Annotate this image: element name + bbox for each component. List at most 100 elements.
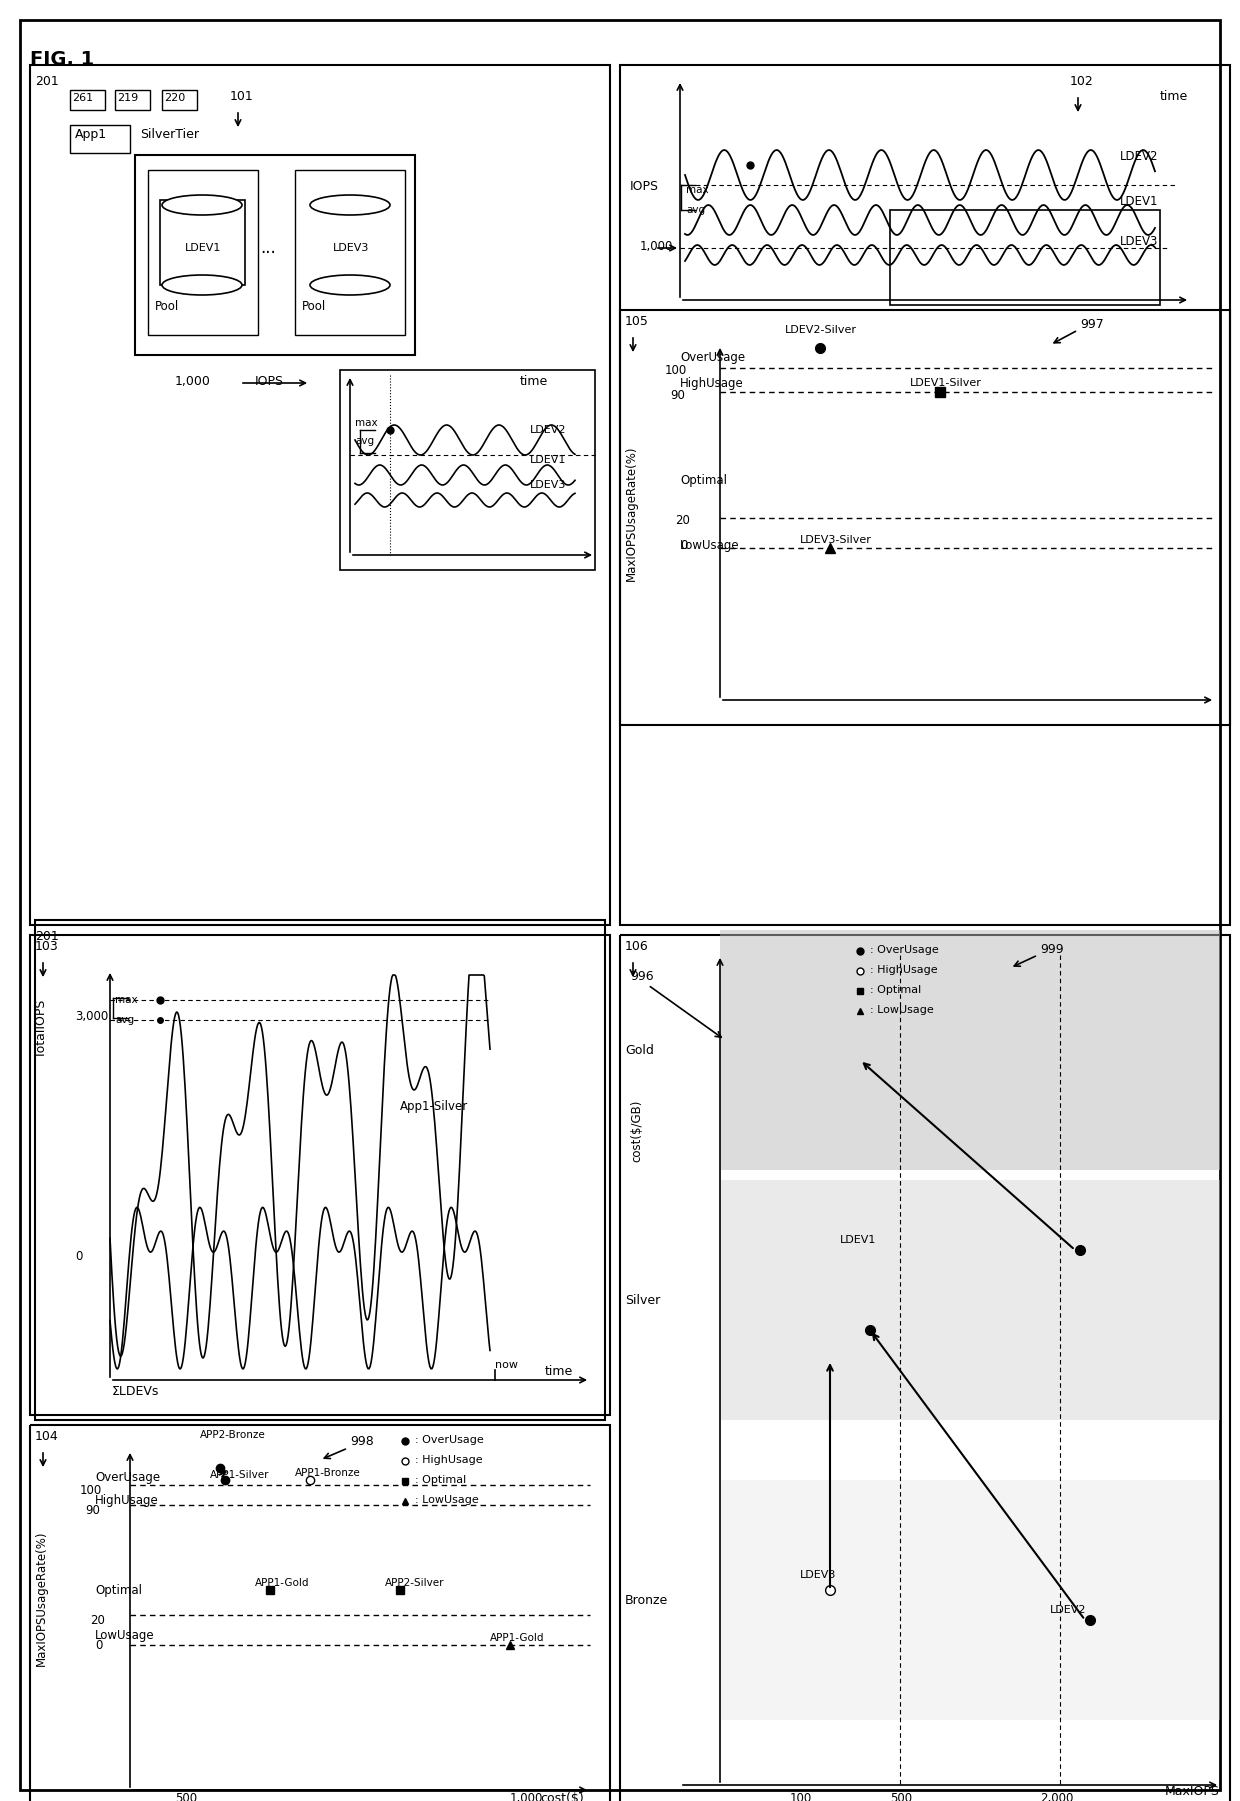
Text: LDEV2-Silver: LDEV2-Silver [785,324,857,335]
Bar [295,169,405,335]
Text: 90: 90 [86,1504,100,1516]
Ellipse shape [310,195,391,214]
Bar [162,90,197,110]
Bar [69,124,130,153]
Text: 500: 500 [175,1792,197,1801]
Text: App1-Silver: App1-Silver [401,1100,469,1113]
Text: 101: 101 [229,90,254,103]
Bar [160,200,246,285]
Bar [115,90,150,110]
Text: LDEV3: LDEV3 [1120,234,1158,249]
Text: 261: 261 [72,94,93,103]
Text: cost($): cost($) [539,1792,584,1801]
Bar [620,310,1230,726]
Text: Gold: Gold [625,1043,653,1057]
Text: 20: 20 [675,513,689,526]
Text: 0: 0 [74,1250,82,1263]
Ellipse shape [162,276,242,295]
Text: LDEV3: LDEV3 [529,481,567,490]
Bar [69,90,105,110]
Text: avg: avg [686,205,706,214]
Text: App1: App1 [74,128,107,140]
Text: FIG. 1: FIG. 1 [30,50,94,68]
Text: MaxIOPSUsageRate(%): MaxIOPSUsageRate(%) [625,445,639,580]
Bar [720,1480,1220,1720]
Text: : LowUsage: : LowUsage [415,1495,479,1506]
Text: 3,000: 3,000 [74,1010,108,1023]
Text: 201: 201 [35,76,58,88]
Text: 100: 100 [81,1484,102,1497]
Text: MaxIOPSUsageRate(%): MaxIOPSUsageRate(%) [35,1531,48,1666]
Text: IOPS: IOPS [255,375,284,387]
Text: MaxIOPS: MaxIOPS [1166,1785,1220,1797]
Text: avg: avg [115,1016,134,1025]
Text: LDEV3-Silver: LDEV3-Silver [800,535,872,546]
Text: 500: 500 [890,1792,913,1801]
Bar [890,211,1159,304]
Text: time: time [1159,90,1188,103]
Text: : OverUsage: : OverUsage [870,946,939,955]
Text: time: time [546,1365,573,1378]
Bar [148,169,258,335]
Ellipse shape [162,195,242,214]
Text: max: max [115,994,138,1005]
Bar [30,935,610,1416]
Text: OverUsage: OverUsage [680,351,745,364]
Text: SilverTier: SilverTier [140,128,198,140]
Text: LDEV1: LDEV1 [1120,195,1158,207]
Text: LDEV2: LDEV2 [1050,1605,1086,1615]
Text: : HighUsage: : HighUsage [870,965,937,974]
Text: Silver: Silver [625,1293,660,1306]
Text: OverUsage: OverUsage [95,1470,160,1484]
Text: Pool: Pool [155,301,180,313]
Text: LDEV3: LDEV3 [334,243,370,252]
Text: LDEV1: LDEV1 [839,1235,877,1244]
Text: 100: 100 [790,1792,812,1801]
Text: 998: 998 [350,1435,373,1448]
Text: Pool: Pool [303,301,326,313]
Text: APP1-Gold: APP1-Gold [255,1578,310,1588]
Text: 106: 106 [625,940,649,953]
Text: : Optimal: : Optimal [870,985,921,994]
Text: APP1-Bronze: APP1-Bronze [295,1468,361,1479]
Text: 201: 201 [35,929,58,944]
Text: 999: 999 [1040,944,1064,956]
Text: Bronze: Bronze [625,1594,668,1606]
Text: 0: 0 [95,1639,103,1652]
Text: 0: 0 [680,538,687,551]
Text: ...: ... [260,240,275,258]
Text: time: time [520,375,548,387]
Text: TotalIOPS: TotalIOPS [35,1000,48,1059]
Bar [720,1180,1220,1419]
Text: LowUsage: LowUsage [680,538,739,551]
Text: 105: 105 [625,315,649,328]
Text: APP1-Gold: APP1-Gold [490,1634,544,1643]
Bar [620,935,1230,1801]
Text: 2,000: 2,000 [1040,1792,1074,1801]
Text: IOPS: IOPS [630,180,658,193]
Text: 104: 104 [35,1430,58,1443]
Text: max: max [355,418,378,429]
Text: APP1-Silver: APP1-Silver [210,1470,269,1480]
Bar [30,1425,610,1801]
Bar [720,929,1220,1171]
Text: HighUsage: HighUsage [680,376,744,389]
Bar [620,65,1230,926]
Text: LDEV1-Silver: LDEV1-Silver [910,378,982,387]
Text: 102: 102 [1070,76,1094,88]
Text: 100: 100 [665,364,687,376]
Text: : Optimal: : Optimal [415,1475,466,1486]
Text: 1,000: 1,000 [640,240,673,252]
Bar [340,369,595,569]
Text: LowUsage: LowUsage [95,1628,155,1641]
Text: : HighUsage: : HighUsage [415,1455,482,1464]
Text: 1,000: 1,000 [175,375,211,387]
Text: HighUsage: HighUsage [95,1493,159,1506]
Text: avg: avg [355,436,374,447]
Text: 996: 996 [630,971,653,983]
Text: 219: 219 [117,94,138,103]
Text: ΣLDEVs: ΣLDEVs [112,1385,160,1398]
Text: LDEV1: LDEV1 [529,456,567,465]
Text: 90: 90 [670,389,684,402]
Text: 220: 220 [164,94,185,103]
